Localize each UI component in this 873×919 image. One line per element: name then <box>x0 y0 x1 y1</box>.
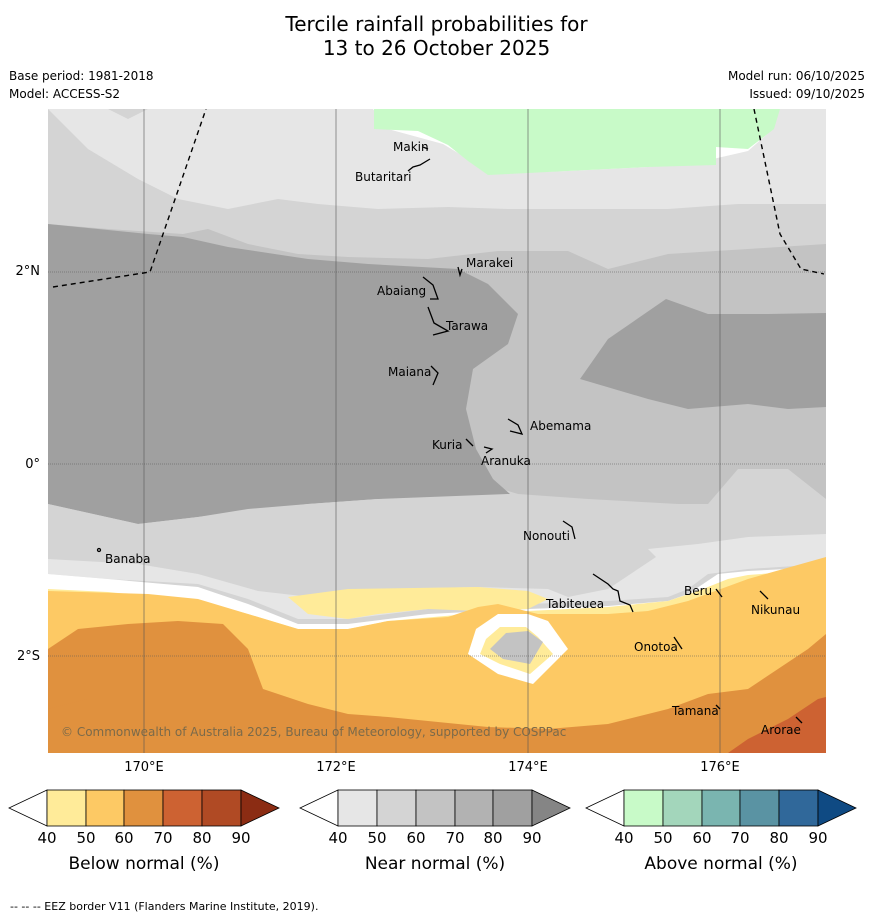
cb-tick: 60 <box>114 829 134 847</box>
place-label: Aranuka <box>481 454 531 468</box>
place-label: Onotoa <box>634 640 678 654</box>
chart-title: Tercile rainfall probabilities for 13 to… <box>0 12 873 60</box>
colorbars <box>8 789 857 827</box>
place-label: Tarawa <box>445 319 488 333</box>
place-label: Tabiteuea <box>545 597 604 611</box>
lon-label-176: 176°E <box>700 760 740 775</box>
place-label: Makin <box>393 140 429 154</box>
colorbar-above-normal <box>585 789 857 827</box>
model-name: Model: ACCESS-S2 <box>9 87 121 101</box>
title-line-2: 13 to 26 October 2025 <box>322 36 551 60</box>
colorbar-title-near: Near normal (%) <box>364 854 506 874</box>
cb-tick: 90 <box>522 829 542 847</box>
title-line-1: Tercile rainfall probabilities for <box>285 12 588 36</box>
model-run: Model run: 06/10/2025 <box>727 69 865 83</box>
cb-tick: 80 <box>483 829 503 847</box>
cb-tick: 50 <box>76 829 96 847</box>
gridlines <box>48 109 826 753</box>
cb-tick: 40 <box>614 829 634 847</box>
near-normal-50-south <box>48 469 826 597</box>
place-label: Nonouti <box>523 529 570 543</box>
lon-label-174: 174°E <box>508 760 548 775</box>
cb-tick: 80 <box>192 829 212 847</box>
rainfall-map: Makin Butaritari Marakei Abaiang Tarawa … <box>48 109 826 753</box>
cb-tick: 40 <box>37 829 57 847</box>
place-label: Arorae <box>761 723 801 737</box>
lat-label-2s: 2°S <box>16 649 40 664</box>
place-label: Abemama <box>530 419 591 433</box>
lon-label-172: 172°E <box>316 760 356 775</box>
cb-tick: 90 <box>808 829 828 847</box>
lat-label-2n: 2°N <box>15 264 41 279</box>
cb-tick: 80 <box>769 829 789 847</box>
cb-tick: 40 <box>328 829 348 847</box>
near-normal-40-south <box>48 537 826 619</box>
colorbar-near-normal <box>299 789 571 827</box>
cb-tick: 60 <box>406 829 426 847</box>
colorbar-title-below: Below normal (%) <box>68 854 220 874</box>
cb-tick: 70 <box>730 829 750 847</box>
place-label: Nikunau <box>751 603 800 617</box>
place-label: Tamana <box>671 704 719 718</box>
base-period: Base period: 1981-2018 <box>9 69 154 83</box>
near-normal-70-west <box>48 224 518 524</box>
place-label: Maiana <box>388 365 431 379</box>
meta-left: Base period: 1981-2018 Model: ACCESS-S2 <box>9 67 154 103</box>
island-labels: Makin Butaritari Marakei Abaiang Tarawa … <box>105 140 801 737</box>
near-normal-70-east <box>580 299 826 409</box>
cb-tick: 70 <box>153 829 173 847</box>
below-normal-60-region <box>48 621 826 753</box>
lat-label-0: 0° <box>25 457 40 472</box>
colorbar-title-above: Above normal (%) <box>644 854 798 874</box>
below-normal-70-region <box>728 697 826 753</box>
copyright-notice: © Commonwealth of Australia 2025, Bureau… <box>61 725 566 739</box>
islands <box>96 146 803 724</box>
place-label: Kuria <box>432 438 463 452</box>
issued-date: Issued: 09/10/2025 <box>749 87 865 101</box>
place-label: Banaba <box>105 552 151 566</box>
place-label: Butaritari <box>355 170 412 184</box>
place-label: Abaiang <box>377 284 426 298</box>
cb-tick: 90 <box>231 829 251 847</box>
cb-tick: 50 <box>367 829 387 847</box>
cb-tick: 60 <box>692 829 712 847</box>
place-label: Beru <box>684 584 712 598</box>
cb-tick: 50 <box>653 829 673 847</box>
place-label: Marakei <box>466 256 513 270</box>
cb-tick: 70 <box>445 829 465 847</box>
meta-right: Model run: 06/10/2025 Issued: 09/10/2025 <box>728 67 865 103</box>
eez-legend-note: -- -- -- EEZ border V11 (Flanders Marine… <box>10 900 319 913</box>
above-normal-40-region <box>374 109 780 175</box>
eez-border <box>52 109 825 288</box>
lon-label-170: 170°E <box>124 760 164 775</box>
colorbar-below-normal <box>8 789 280 827</box>
